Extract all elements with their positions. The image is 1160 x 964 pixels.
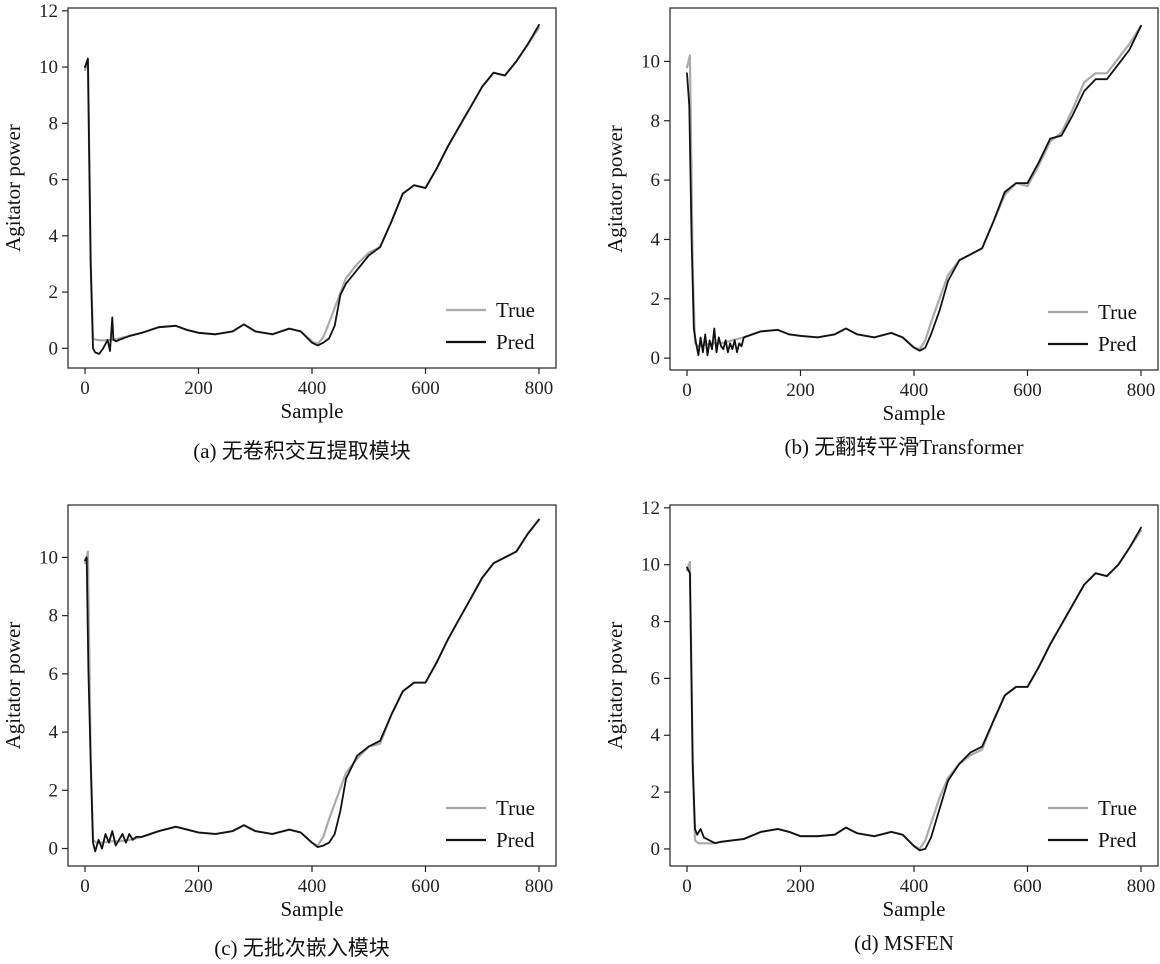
- y-tick-label: 10: [39, 57, 58, 78]
- series-line-true: [83, 518, 541, 847]
- chart-panel-3: 0 200 400 600 800 0 2 4 6 8 10 12 Sample Agitator pow…: [603, 498, 1159, 955]
- y-tick-label: 0: [49, 338, 59, 359]
- series-line-true: [685, 529, 1143, 851]
- y-tick-label: 8: [49, 606, 59, 627]
- y-tick-label: 4: [49, 226, 59, 247]
- panel-caption: (c) 无批次嵌入模块: [214, 936, 390, 960]
- plot-frame: [669, 7, 1159, 371]
- y-tick-label: 12: [641, 498, 660, 519]
- legend-label-pred: Pred: [1098, 332, 1137, 356]
- series-line-true: [83, 26, 541, 346]
- x-tick-label: 400: [298, 378, 327, 399]
- y-tick-label: 8: [651, 612, 661, 633]
- x-tick-label: 200: [786, 876, 815, 897]
- x-tick-label: 0: [80, 876, 90, 897]
- series-line-pred: [686, 24, 1142, 357]
- series-line-true: [685, 24, 1143, 351]
- legend-label-pred: Pred: [1098, 828, 1137, 852]
- legend-label-pred: Pred: [496, 828, 535, 852]
- y-tick-label: 8: [49, 113, 59, 134]
- chart-panel-2: 0 200 400 600 800 0 2 4 6 8 10 Sample Agitator power…: [1, 504, 557, 960]
- y-tick-label: 0: [49, 839, 59, 860]
- x-tick-label: 200: [786, 380, 815, 401]
- y-tick-label: 2: [49, 780, 59, 801]
- y-tick-label: 6: [49, 170, 59, 191]
- legend-label-pred: Pred: [496, 330, 535, 354]
- series-line-pred: [84, 23, 540, 355]
- y-tick-label: 6: [651, 170, 661, 191]
- legend-label-true: True: [496, 796, 535, 820]
- x-tick-label: 600: [1013, 876, 1042, 897]
- y-tick-label: 10: [641, 555, 660, 576]
- x-tick-label: 600: [1013, 380, 1042, 401]
- x-tick-label: 400: [900, 876, 929, 897]
- y-tick-label: 10: [641, 51, 660, 72]
- y-tick-label: 4: [49, 722, 59, 743]
- y-tick-label: 10: [39, 547, 58, 568]
- x-tick-label: 0: [682, 876, 692, 897]
- x-axis-label: Sample: [883, 401, 946, 425]
- y-tick-label: 12: [39, 1, 58, 22]
- x-tick-label: 800: [525, 876, 554, 897]
- x-tick-label: 600: [411, 378, 440, 399]
- y-axis-label: Agitator power: [603, 622, 627, 750]
- plot-frame: [669, 504, 1159, 867]
- x-tick-label: 800: [1127, 380, 1156, 401]
- y-tick-label: 6: [49, 664, 59, 685]
- y-tick-label: 2: [49, 282, 59, 303]
- x-axis-label: Sample: [883, 897, 946, 921]
- x-tick-label: 200: [184, 876, 213, 897]
- panel-caption: (d) MSFEN: [854, 931, 954, 955]
- x-axis-label: Sample: [281, 399, 344, 423]
- plot-frame: [67, 7, 557, 369]
- x-tick-label: 800: [1127, 876, 1156, 897]
- y-tick-label: 2: [651, 782, 661, 803]
- panel-caption: (b) 无翻转平滑Transformer: [785, 435, 1024, 459]
- x-tick-label: 600: [411, 876, 440, 897]
- x-tick-label: 0: [80, 378, 90, 399]
- series-line-pred: [686, 526, 1142, 852]
- y-tick-label: 8: [651, 111, 661, 132]
- panel-caption: (a) 无卷积交互提取模块: [193, 439, 411, 463]
- legend-label-true: True: [496, 298, 535, 322]
- x-tick-label: 800: [525, 378, 554, 399]
- y-axis-label: Agitator power: [1, 124, 25, 252]
- x-tick-label: 0: [682, 380, 692, 401]
- y-axis-label: Agitator power: [1, 622, 25, 750]
- y-tick-label: 6: [651, 668, 661, 689]
- chart-panel-0: 0 200 400 600 800 0 2 4 6 8 10 12 Sample Agitator pow…: [1, 1, 557, 463]
- y-tick-label: 2: [651, 289, 661, 310]
- chart-panel-1: 0 200 400 600 800 0 2 4 6 8 10 Sample Agitator power…: [603, 7, 1159, 459]
- y-axis-label: Agitator power: [603, 125, 627, 253]
- x-tick-label: 400: [298, 876, 327, 897]
- y-tick-label: 4: [651, 229, 661, 250]
- y-tick-label: 0: [651, 348, 661, 369]
- y-tick-label: 4: [651, 725, 661, 746]
- x-tick-label: 400: [900, 380, 929, 401]
- plot-frame: [67, 504, 557, 867]
- x-tick-label: 200: [184, 378, 213, 399]
- legend-label-true: True: [1098, 796, 1137, 820]
- y-tick-label: 0: [651, 839, 661, 860]
- legend-label-true: True: [1098, 300, 1137, 324]
- series-line-pred: [84, 518, 540, 853]
- x-axis-label: Sample: [281, 897, 344, 921]
